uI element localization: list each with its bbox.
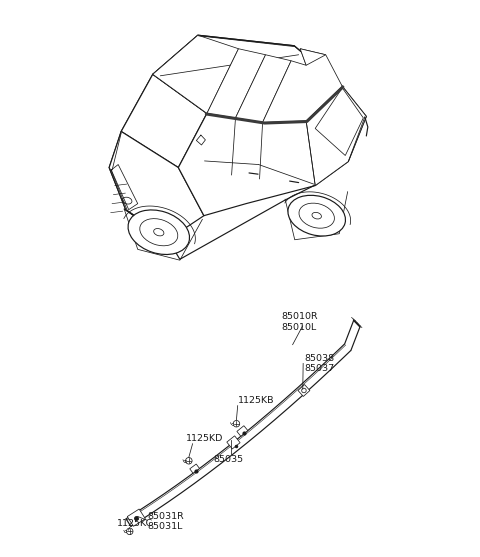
Polygon shape xyxy=(300,48,326,65)
Ellipse shape xyxy=(312,212,322,219)
Polygon shape xyxy=(153,35,239,114)
Text: 85035: 85035 xyxy=(213,455,243,465)
Circle shape xyxy=(126,528,133,535)
Polygon shape xyxy=(153,35,342,121)
Polygon shape xyxy=(315,88,363,155)
Polygon shape xyxy=(227,436,240,449)
Ellipse shape xyxy=(128,210,190,255)
Ellipse shape xyxy=(154,228,164,236)
Text: 1125KD: 1125KD xyxy=(186,434,224,443)
Polygon shape xyxy=(109,74,179,240)
Circle shape xyxy=(302,388,306,393)
Ellipse shape xyxy=(140,219,178,246)
Polygon shape xyxy=(109,131,204,240)
Ellipse shape xyxy=(299,203,335,228)
Text: 85031R
85031L: 85031R 85031L xyxy=(147,512,184,531)
Polygon shape xyxy=(179,86,366,216)
Text: 1125KB: 1125KB xyxy=(238,396,274,405)
Polygon shape xyxy=(121,74,207,168)
Polygon shape xyxy=(306,86,366,185)
Polygon shape xyxy=(263,48,342,123)
Polygon shape xyxy=(236,55,291,123)
Polygon shape xyxy=(127,509,145,526)
Circle shape xyxy=(233,421,240,427)
Polygon shape xyxy=(298,384,310,397)
Polygon shape xyxy=(190,464,200,473)
Text: 85038
85037: 85038 85037 xyxy=(304,354,334,373)
Polygon shape xyxy=(207,48,265,118)
Ellipse shape xyxy=(288,196,346,236)
Text: 85010R
85010L: 85010R 85010L xyxy=(281,312,318,332)
Text: 1125KC: 1125KC xyxy=(117,519,154,528)
Circle shape xyxy=(186,457,192,464)
Polygon shape xyxy=(237,426,248,436)
